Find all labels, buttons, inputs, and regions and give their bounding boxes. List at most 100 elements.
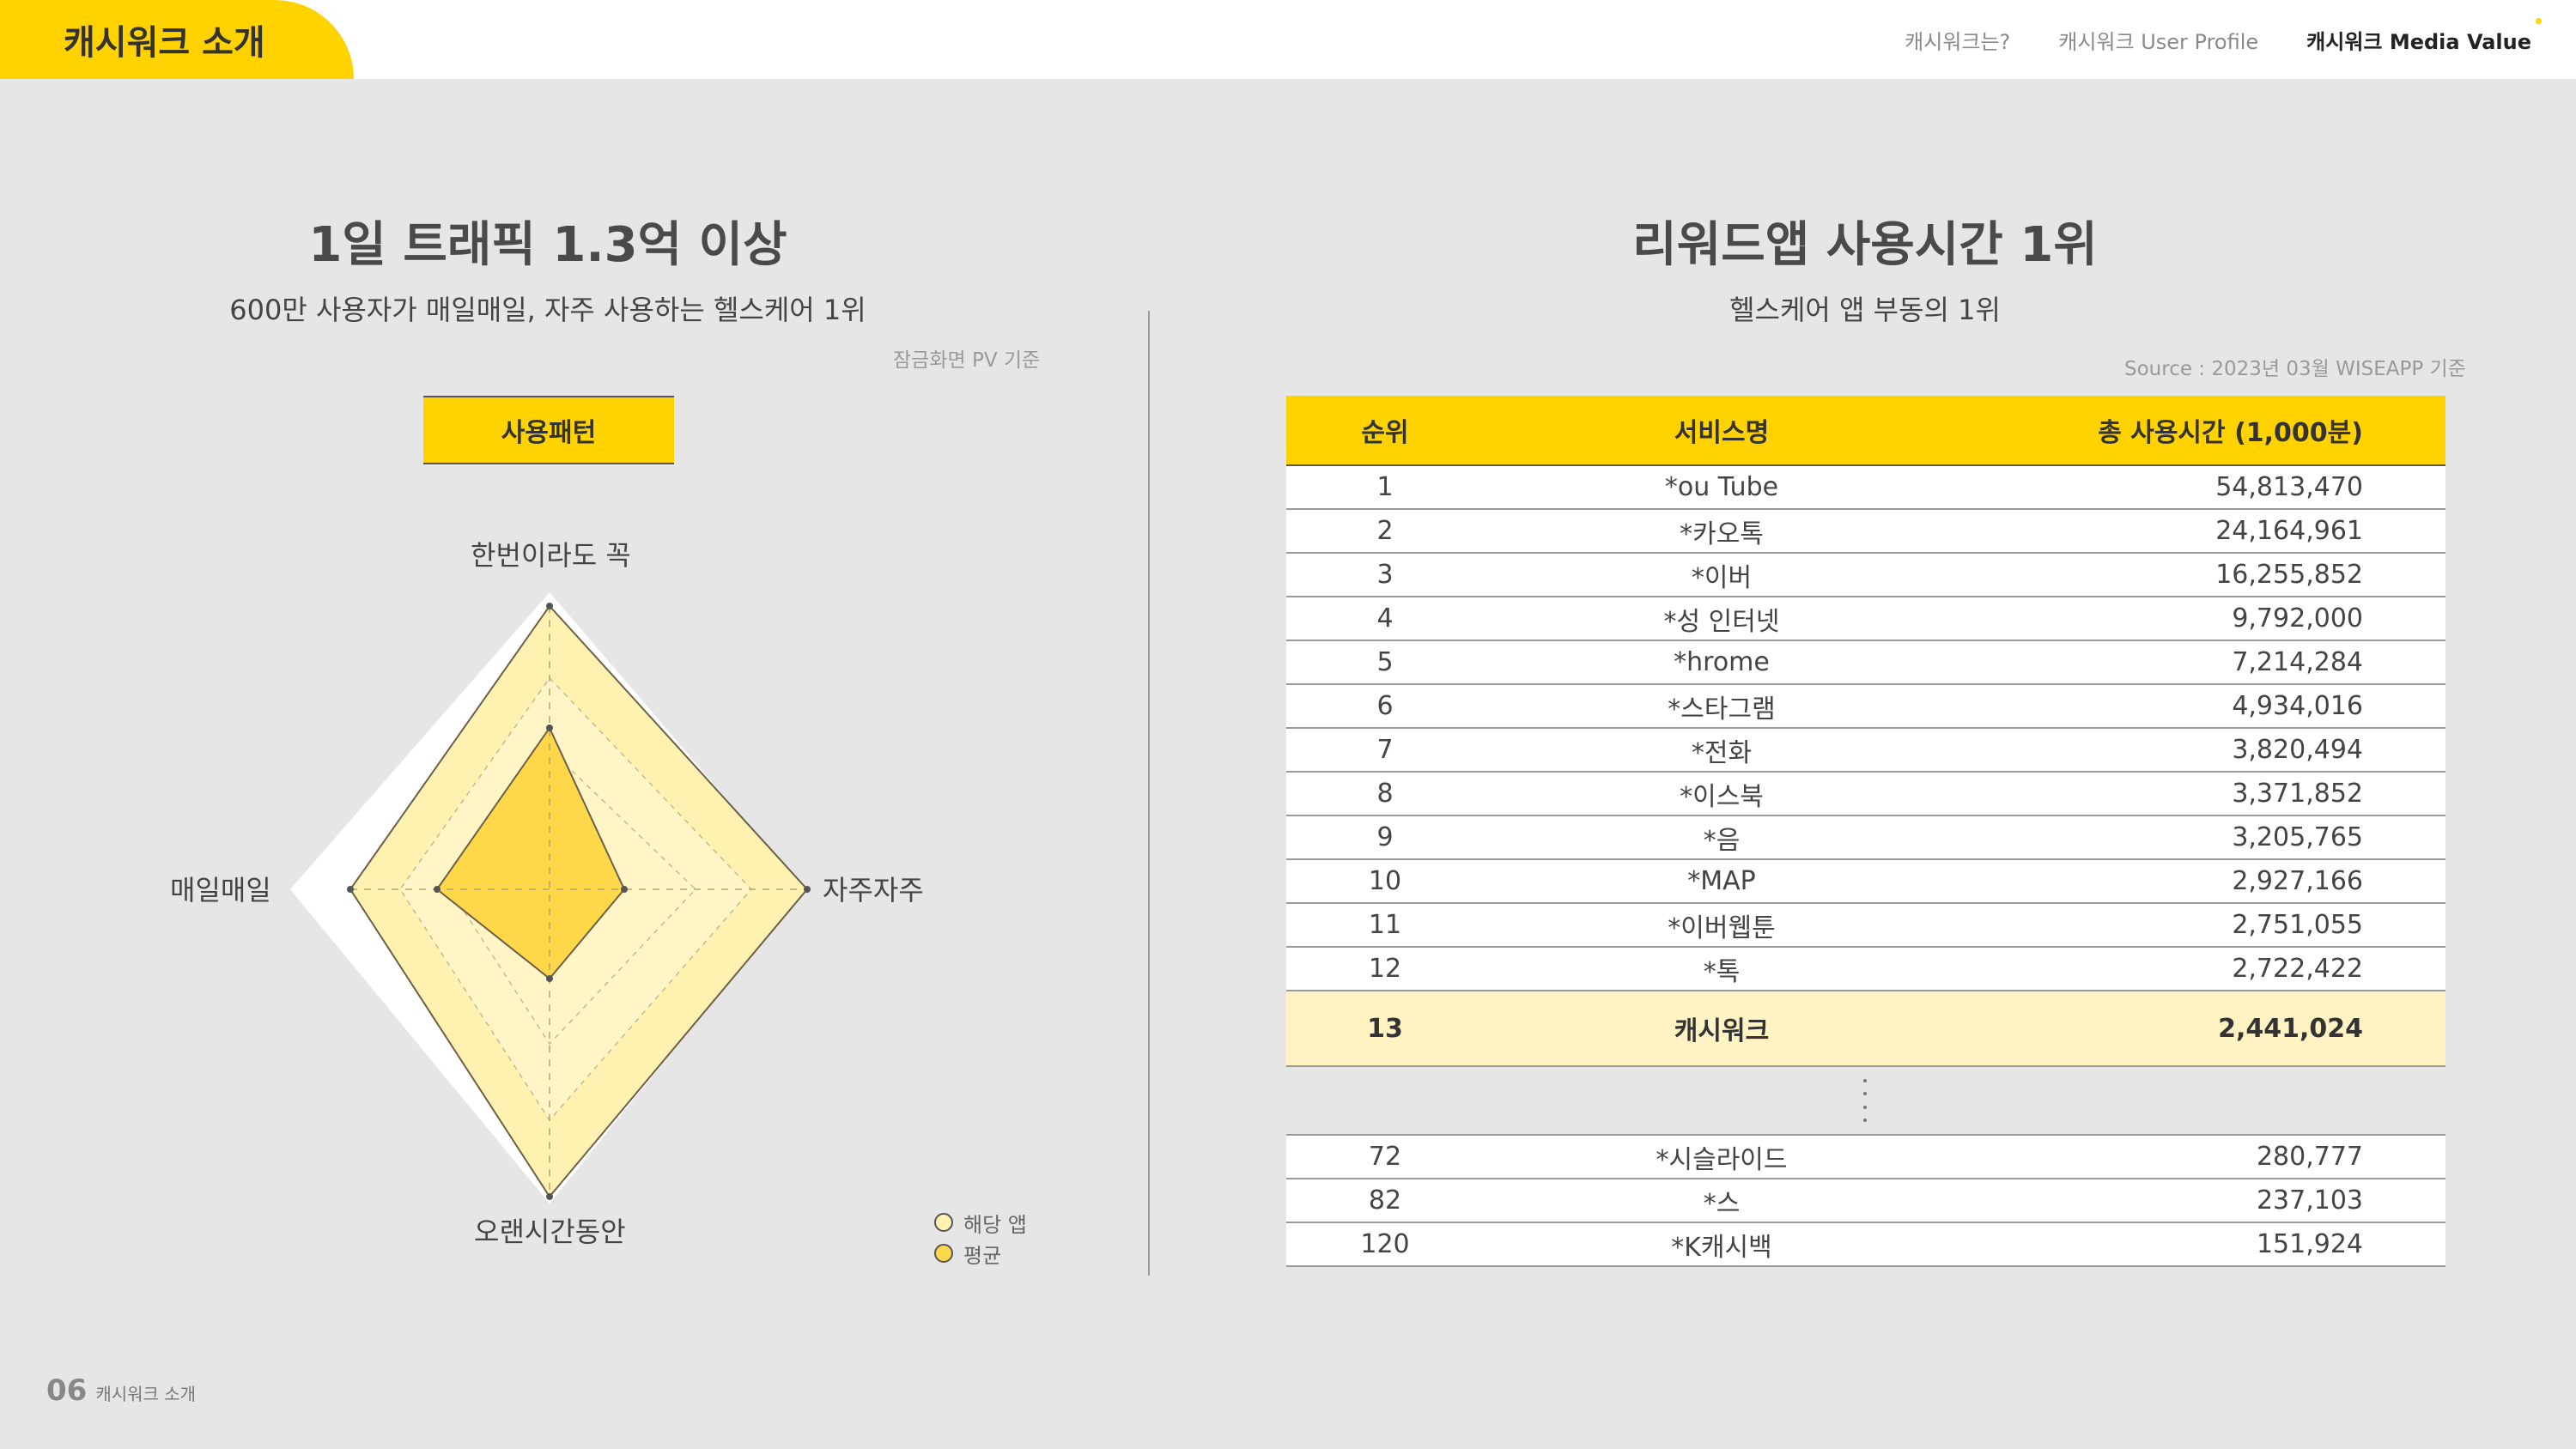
header-rank: 순위 [1361, 418, 1409, 448]
top-nav: 캐시워크는? 캐시워크 User Profile 캐시워크 Media Valu… [1905, 0, 2542, 79]
table-row: 7 *전화 3,820,494 [1286, 729, 2445, 773]
cell-service: *hrome [1674, 647, 1770, 677]
radar-legend: 해당 앱 평균 [934, 1207, 1027, 1269]
cell-service: *이버 [1691, 562, 1753, 593]
usage-ranking-table: 순위 서비스명 총 사용시간 (1,000분) 1 *ou Tube 54,813,… [1286, 396, 2445, 1267]
radar-series-average [435, 725, 626, 980]
table-row: 1 *ou Tube 54,813,470 [1286, 466, 2445, 510]
radar-point [546, 724, 553, 731]
right-source: Source : 2023년 03월 WISEAPP 기준 [2124, 358, 2466, 380]
radar-point [546, 603, 553, 609]
cell-usage: 3,371,852 [2232, 779, 2363, 809]
cell-usage: 2,927,166 [2232, 866, 2363, 896]
table-row: 3 *이버 16,255,852 [1286, 554, 2445, 597]
legend-item-app: 해당 앱 [934, 1207, 1027, 1238]
table-row: 10 *MAP 2,927,166 [1286, 860, 2445, 904]
cell-usage: 2,722,422 [2232, 954, 2363, 984]
footer: 06 캐시워크 소개 [46, 1373, 196, 1408]
radar-point [621, 886, 628, 893]
radar-axis-label-bottom: 오랜시간동안 [474, 1216, 626, 1248]
cell-rank: 7 [1376, 735, 1394, 765]
table-body: 1 *ou Tube 54,813,470 2 *카오톡 24,164,961 3 *이버 16… [1286, 466, 2445, 991]
cell-usage: 54,813,470 [2215, 472, 2363, 502]
cell-rank: 120 [1360, 1229, 1410, 1259]
table-row: 5 *hrome 7,214,284 [1286, 641, 2445, 685]
cell-service: *스타그램 [1668, 694, 1776, 724]
nav-item-media-value[interactable]: 캐시워크 Media Value [2306, 17, 2542, 55]
cell-rank: 72 [1368, 1142, 1402, 1172]
cell-usage: 2,751,055 [2232, 910, 2363, 940]
cell-usage: 7,214,284 [2232, 647, 2363, 677]
cell-rank: 9 [1376, 822, 1394, 852]
legend-swatch-app [934, 1213, 953, 1232]
footer-section: 캐시워크 소개 [95, 1384, 197, 1404]
legend-swatch-average [934, 1244, 953, 1263]
radar-grid-ring [399, 676, 753, 1122]
cell-rank: 4 [1376, 603, 1394, 634]
legend-label-app: 해당 앱 [963, 1212, 1027, 1237]
radar-point [434, 886, 440, 893]
table-row: 9 *음 3,205,765 [1286, 816, 2445, 860]
header-usage: 총 사용시간 (1,000분) [2098, 418, 2363, 448]
left-title: 1일 트래픽 1.3억 이상 [308, 217, 787, 273]
cell-service: *톡 [1703, 956, 1741, 987]
header-service: 서비스명 [1674, 418, 1770, 448]
cell-rank: 82 [1368, 1185, 1402, 1216]
cell-usage: 2,441,024 [2218, 1013, 2363, 1044]
nav-item-user-profile[interactable]: 캐시워크 User Profile [2058, 29, 2259, 54]
radar-axis-label-left: 매일매일 [170, 874, 271, 906]
top-bar: 캐시워크 소개 캐시워크는? 캐시워크 User Profile 캐시워크 Me… [0, 0, 2576, 79]
right-title: 리워드앱 사용시간 1위 [1632, 217, 2098, 273]
radar-series-app [349, 604, 809, 1198]
cell-service: *이버웹툰 [1668, 912, 1776, 943]
table-row: 120 *K캐시백 151,924 [1286, 1223, 2445, 1267]
section-label: 캐시워크 소개 [64, 23, 265, 63]
cell-rank: 3 [1376, 560, 1394, 590]
left-subtitle: 600만 사용자가 매일매일, 자주 사용하는 헬스케어 1위 [229, 294, 866, 326]
cell-service: *MAP [1687, 866, 1756, 896]
cell-service: *시슬라이드 [1656, 1144, 1788, 1175]
cell-service: *ou Tube [1664, 472, 1779, 502]
radar-point [347, 886, 354, 893]
table-row: 82 *스 237,103 [1286, 1179, 2445, 1223]
cell-service: *음 [1703, 825, 1741, 856]
cell-service: 캐시워크 [1674, 1016, 1770, 1046]
cell-usage: 24,164,961 [2215, 516, 2363, 546]
table-row: 4 *성 인터넷 9,792,000 [1286, 597, 2445, 641]
table-gap [1286, 1067, 2445, 1136]
cell-rank: 10 [1368, 866, 1402, 896]
table-row: 72 *시슬라이드 280,777 [1286, 1136, 2445, 1179]
cell-rank: 1 [1376, 472, 1394, 502]
cell-rank: 13 [1367, 1013, 1403, 1044]
right-subtitle: 헬스케어 앱 부동의 1위 [1729, 294, 2001, 326]
table-row: 12 *톡 2,722,422 [1286, 948, 2445, 991]
vertical-ellipsis-icon [1863, 1079, 1867, 1122]
cell-service: *전화 [1691, 737, 1753, 768]
cell-rank: 5 [1376, 647, 1394, 677]
cell-usage: 237,103 [2256, 1185, 2363, 1216]
radar-background [290, 592, 804, 1203]
nav-item-about[interactable]: 캐시워크는? [1905, 29, 2011, 54]
table-row: 6 *스타그램 4,934,016 [1286, 685, 2445, 729]
nav-item-media-value-label: 캐시워크 Media Value [2306, 29, 2531, 54]
cell-rank: 2 [1376, 516, 1394, 546]
active-dot-icon [2536, 17, 2542, 24]
cell-rank: 12 [1368, 954, 1402, 984]
table-header: 순위 서비스명 총 사용시간 (1,000분) [1286, 396, 2445, 466]
page-number: 06 [46, 1373, 88, 1408]
cell-usage: 3,205,765 [2232, 822, 2363, 852]
cell-rank: 11 [1368, 910, 1402, 940]
radar-grid-ring [449, 748, 697, 1046]
radar-axis-label-top: 한번이라도 꼭 [471, 539, 631, 572]
cell-usage: 280,777 [2256, 1142, 2363, 1172]
cell-service: *카오톡 [1680, 518, 1764, 549]
cell-usage: 4,934,016 [2232, 691, 2363, 721]
cell-usage: 151,924 [2256, 1229, 2363, 1259]
section-divider [1148, 311, 1150, 1276]
table-row-highlight: 13 캐시워크 2,441,024 [1286, 991, 2445, 1067]
section-tab: 캐시워크 소개 [0, 0, 354, 79]
pattern-label-box: 사용패턴 [423, 396, 674, 464]
legend-item-average: 평균 [934, 1238, 1027, 1269]
radar-point [546, 975, 553, 982]
radar-point [804, 886, 811, 893]
